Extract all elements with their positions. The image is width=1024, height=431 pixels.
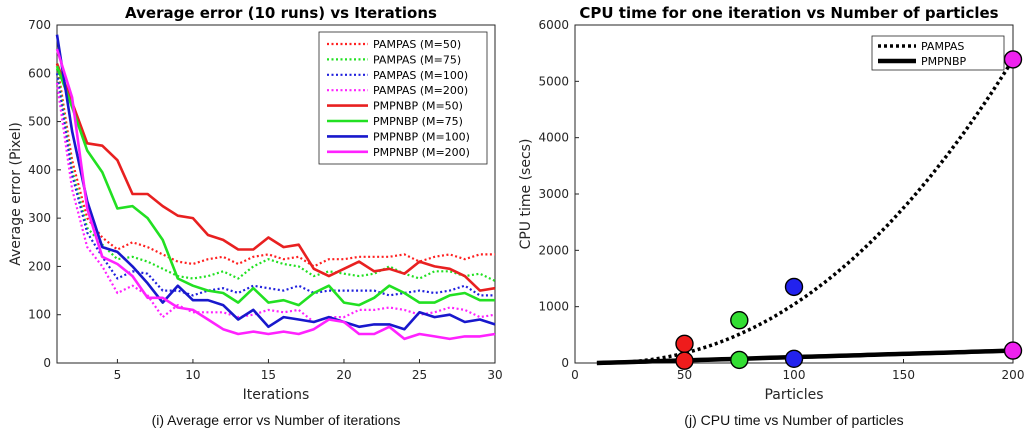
error-y-tick-label: 600 [28, 66, 51, 80]
cpu-x-tick-label: 0 [571, 368, 579, 382]
cpu-x-tick-label: 200 [1002, 368, 1024, 382]
cpu-x-tick-label: 150 [892, 368, 915, 382]
marker-pmpnbp-200 [1003, 341, 1023, 360]
error-x-ticks: 5 10 15 20 25 30 [114, 359, 503, 382]
error-y-tick-label: 200 [28, 259, 51, 273]
error-x-tick-label: 25 [412, 368, 427, 382]
series-pmpnbp-m-100 [55, 34, 496, 331]
series-pampas [596, 58, 1015, 365]
cpu-legend-box [871, 35, 1005, 71]
error-x-tick-label: 15 [261, 368, 276, 382]
series-pmpnbp-m-50 [55, 63, 496, 292]
series-pampas-m-75 [55, 68, 496, 282]
cpu-x-tick-label: 50 [677, 368, 692, 382]
cpu-y-tick-label: 4000 [538, 131, 569, 145]
cpu-legend: PAMPAS PMPNBP [871, 35, 1005, 71]
legend-label-pmpnbp-m-50: PMPNBP (M=50) [373, 100, 463, 113]
marker-pampas-75 [730, 311, 749, 330]
error-y-ticks: 0 100 200 300 400 500 600 700 [28, 18, 61, 370]
error-x-tick-label: 20 [336, 368, 351, 382]
error-y-tick-label: 700 [28, 18, 51, 32]
cpu-y-tick-label: 2000 [538, 243, 569, 257]
error-caption: (i) Average error vs Number of iteration… [152, 412, 401, 428]
cpu-chart: CPU time for one iteration vs Number of … [518, 4, 1024, 428]
marker-pampas-100 [784, 277, 804, 297]
series-pmpnbp [596, 348, 1014, 366]
series-pmpnbp-m-200 [55, 48, 496, 341]
error-chart-title: Average error (10 runs) vs Iterations [125, 4, 437, 22]
error-chart: Average error (10 runs) vs Iterations 5 1… [8, 4, 503, 428]
cpu-x-label: Particles [764, 387, 823, 403]
marker-pmpnbp-50 [675, 351, 694, 370]
cpu-y-label: CPU time (secs) [518, 139, 534, 250]
error-y-tick-label: 100 [28, 308, 51, 322]
cpu-y-tick-label: 1000 [538, 300, 569, 314]
cpu-chart-title: CPU time for one iteration vs Number of … [579, 4, 998, 22]
error-y-tick-label: 0 [43, 356, 51, 370]
cpu-caption: (j) CPU time vs Number of particles [684, 412, 903, 428]
marker-pmpnbp-100 [784, 349, 804, 368]
cpu-y-tick-label: 6000 [538, 18, 569, 32]
marker-pampas-50 [675, 334, 694, 353]
legend-label-pmpnbp-m-100: PMPNBP (M=100) [373, 130, 470, 143]
error-x-label: Iterations [243, 387, 310, 403]
error-legend-box [318, 31, 488, 165]
legend-label-pampas: PAMPAS [921, 40, 964, 53]
legend-label-pampas-m-200: PAMPAS (M=200) [373, 84, 468, 97]
cpu-plot-area [574, 24, 1014, 364]
cpu-y-ticks: 0 1000 2000 3000 4000 5000 6000 [538, 18, 579, 370]
cpu-y-tick-label: 0 [561, 356, 569, 370]
legend-label-pmpnbp-m-75: PMPNBP (M=75) [373, 115, 463, 128]
error-y-tick-label: 300 [28, 211, 51, 225]
error-x-tick-label: 10 [185, 368, 200, 382]
error-x-tick-label: 5 [114, 368, 122, 382]
error-series [55, 34, 496, 341]
error-y-label: Average error (Pixel) [8, 122, 24, 266]
cpu-y-tick-label: 3000 [538, 187, 569, 201]
cpu-y-tick-label: 5000 [538, 74, 569, 88]
legend-label-pmpnbp: PMPNBP [921, 55, 967, 68]
legend-label-pmpnbp-m-200: PMPNBP (M=200) [373, 146, 470, 159]
series-pmpnbp-m-75 [55, 65, 495, 307]
error-y-tick-label: 400 [28, 163, 51, 177]
error-x-tick-label: 30 [487, 368, 502, 382]
legend-label-pampas-m-75: PAMPAS (M=75) [373, 53, 461, 66]
marker-pmpnbp-75 [730, 350, 749, 370]
cpu-series [596, 50, 1023, 370]
legend-label-pampas-m-50: PAMPAS (M=50) [373, 38, 461, 51]
cpu-x-tick-label: 100 [783, 368, 806, 382]
series-pampas-m-50 [55, 63, 495, 268]
legend-label-pampas-m-100: PAMPAS (M=100) [373, 69, 468, 82]
error-y-tick-label: 500 [28, 115, 51, 129]
error-legend: PAMPAS (M=50) PAMPAS (M=75) PAMPAS (M=100)… [318, 31, 488, 165]
marker-pampas-200 [1003, 50, 1023, 69]
